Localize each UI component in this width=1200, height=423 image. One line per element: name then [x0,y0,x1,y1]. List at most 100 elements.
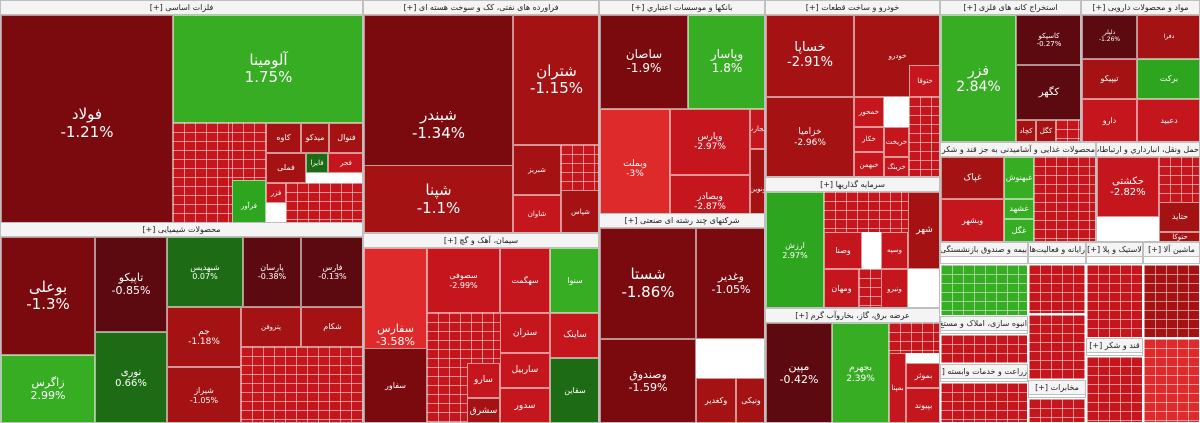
stock-tile[interactable]: فرآور [232,180,266,230]
stock-tile[interactable]: دلپلر -1.26% [1082,15,1137,59]
stock-tile[interactable]: بپیوند [906,388,939,422]
small-stock-cluster[interactable] [909,97,939,176]
stock-tile[interactable]: میدکو [301,123,329,153]
stock-tile[interactable]: جم -1.18% [167,307,241,367]
stock-tile[interactable]: بمپنا [889,353,906,422]
stock-tile[interactable]: پارسان -0.38% [243,237,301,307]
small-sector-title[interactable]: زراعت و خدمات وابسته [+] [941,365,1027,379]
stock-tile[interactable]: وکغدیر [696,378,736,422]
small-stock-cluster[interactable] [940,382,1028,423]
stock-tile[interactable]: حکشتی -2.82% [1097,157,1159,217]
stock-tile[interactable]: غشهد [1004,199,1034,219]
stock-tile[interactable]: بوعلی -1.3% [1,237,95,355]
sector-title[interactable]: محصولات غذایی و آشامیدنی به جز قند و شکر… [941,143,1095,157]
stock-tile[interactable]: غپاک [941,157,1004,199]
stock-tile[interactable]: دعبید [1137,99,1199,141]
small-sector-title[interactable]: مخابرات [+] [1029,381,1085,395]
stock-tile[interactable]: کچاد [1016,120,1036,141]
stock-tile[interactable]: وپارس -2.97% [670,109,750,175]
stock-tile[interactable]: فزر 2.84% [941,15,1016,141]
stock-tile[interactable]: خمحور [854,97,884,127]
small-stock-cluster[interactable] [561,145,598,190]
stock-tile[interactable]: فجر [328,153,362,173]
stock-tile[interactable]: وسپه [881,232,908,269]
stock-tile[interactable]: وبشهر [941,199,1004,241]
small-stock-cluster[interactable] [889,323,939,353]
stock-tile[interactable]: حتاید [1159,202,1199,232]
sector-title[interactable]: شرکتهای چند رشته ای صنعتی [+] [600,214,764,228]
stock-tile[interactable]: خکار [854,127,884,152]
stock-tile[interactable]: شپنا -1.1% [364,165,513,232]
stock-tile[interactable]: سهگمت [500,248,550,313]
stock-tile[interactable]: وتجارت [750,109,764,149]
small-stock-cluster[interactable] [859,269,881,307]
stock-tile[interactable]: سشرق [467,398,500,422]
small-stock-cluster[interactable] [1086,264,1143,338]
stock-tile[interactable]: بجهرم 2.39% [832,323,889,422]
stock-tile[interactable]: کاوه [266,123,301,153]
stock-tile[interactable]: وپاسار 1.8% [688,15,764,109]
stock-tile[interactable]: شستا -1.86% [600,228,696,339]
stock-tile[interactable]: وغدیر -1.05% [696,228,764,339]
small-stock-cluster[interactable] [1159,157,1199,202]
stock-tile[interactable]: سنوا [550,248,598,313]
stock-tile[interactable]: آلومینا 1.75% [173,15,362,123]
stock-tile[interactable]: نوری 0.66% [95,332,167,422]
stock-tile[interactable]: وبملت -3% [600,109,670,227]
small-stock-cluster[interactable] [232,123,266,180]
stock-tile[interactable]: فارس -0.13% [301,237,362,307]
sector-title[interactable]: محصولات شیمیایی [+] [1,223,362,237]
small-stock-cluster[interactable] [1028,398,1086,423]
stock-tile[interactable]: مپین -0.42% [766,323,832,422]
stock-tile[interactable]: وصندوق -1.59% [600,339,696,422]
stock-tile[interactable]: دفرا [1137,15,1199,59]
small-stock-cluster[interactable] [940,264,1028,316]
stock-tile[interactable]: ستران [500,313,550,353]
stock-tile[interactable]: حتوکا [1159,232,1199,241]
small-stock-cluster[interactable] [1056,120,1080,141]
stock-tile[interactable]: شبهدیس 0.07% [167,237,243,307]
stock-tile[interactable]: کگهر [1016,65,1080,120]
stock-tile[interactable]: کگل [1036,120,1056,141]
sector-title[interactable]: خودرو و ساخت قطعات [+] [766,1,939,15]
stock-tile[interactable]: خزامیا -2.96% [766,97,854,176]
stock-tile[interactable]: سصوفی -2.99% [427,248,500,313]
sector-title[interactable]: سیمان، آهک و گچ [+] [364,234,598,248]
stock-tile[interactable]: ومهان [824,269,859,307]
small-stock-cluster[interactable] [940,334,1028,364]
small-sector-title[interactable]: قند و شکر [+] [1087,339,1142,353]
stock-tile[interactable]: بموثر [906,363,939,388]
stock-tile[interactable]: شهر [908,192,939,269]
sector-title[interactable]: بانکها و موسسات اعتباري [+] [600,1,764,15]
sector-title[interactable]: استخراج کانه های فلزی [+] [941,1,1080,15]
small-sector-title[interactable]: رایانه و فعالیت‌ها [+] [1029,243,1085,257]
stock-tile[interactable]: شاوان [513,195,561,232]
stock-tile[interactable]: ونیکی [736,378,764,422]
stock-tile[interactable]: ونوین [750,149,764,227]
sector-title[interactable]: فراورده های نفتی، کک و سوخت هسته ای [+] [364,1,598,15]
stock-tile[interactable]: تاپیکو -0.85% [95,237,167,332]
stock-tile[interactable]: فزر [266,183,286,203]
stock-tile[interactable]: غبهنوش [1004,157,1034,199]
stock-tile[interactable]: فملی [266,153,306,183]
stock-tile[interactable]: فایرا [306,153,328,173]
stock-tile[interactable]: سفاور [364,348,427,422]
stock-tile[interactable]: ارزش 2.97% [766,192,824,307]
stock-tile[interactable]: دارو [1082,99,1137,141]
stock-tile[interactable]: کاسپکو -0.27% [1016,15,1080,65]
small-stock-cluster[interactable] [1143,264,1200,338]
small-stock-cluster[interactable] [1034,157,1095,241]
small-sector-title[interactable]: ماشین آلا [+] [1144,243,1199,257]
stock-tile[interactable]: غگل [1004,219,1034,241]
small-stock-cluster[interactable] [1143,338,1200,423]
sector-title[interactable]: سرمایه گذاریها [+] [766,178,939,192]
sector-title[interactable]: عرضه برق، گاز، بخاروآب گرم [+] [766,309,939,323]
small-sector-title[interactable]: بیمه و صندوق بازنشستگی [+] [941,243,1027,257]
stock-tile[interactable]: خریخت [884,127,909,157]
stock-tile[interactable]: فنوال [329,123,362,153]
sector-title[interactable]: فلزات اساسی [+] [1,1,362,15]
stock-tile[interactable]: ساصان -1.9% [600,15,688,109]
stock-tile[interactable]: سارو [467,363,500,398]
small-stock-cluster[interactable] [1086,356,1143,423]
stock-tile[interactable]: خساپا -2.91% [766,15,854,97]
